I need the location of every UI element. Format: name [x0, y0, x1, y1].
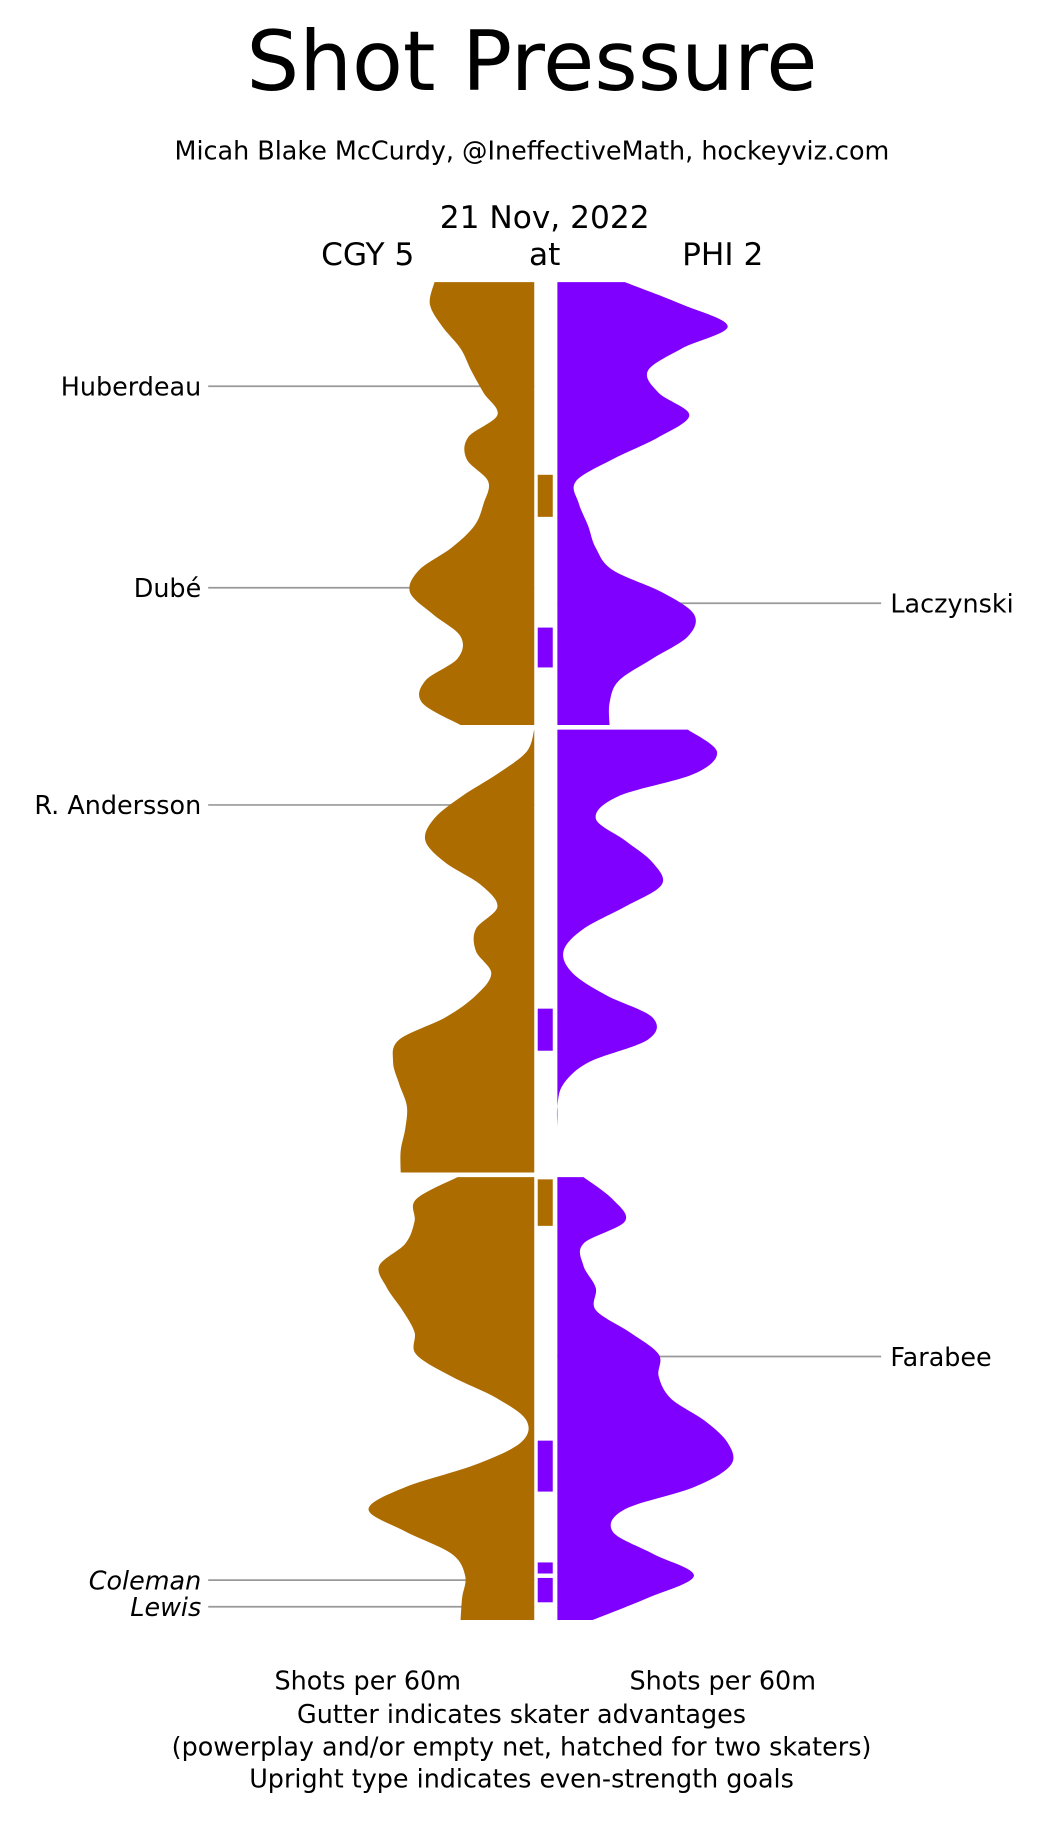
lines-layer	[208, 385, 882, 1608]
gutter-bar	[537, 1562, 553, 1574]
pressure-area	[368, 1177, 535, 1621]
labels-layer: Huberdeau Dubé Laczynski R. Andersson Farabe…	[34, 371, 1013, 1622]
gutter-bar	[537, 1179, 553, 1226]
areas-layer	[368, 282, 734, 1621]
home-team: PHI 2	[682, 237, 763, 273]
away-team: CGY 5	[321, 237, 414, 273]
at-label: at	[529, 237, 560, 273]
goal-label: Farabee	[890, 1342, 991, 1372]
gutter-bar	[537, 1008, 553, 1051]
chart-title: Shot Pressure	[246, 13, 817, 110]
bars-layer	[537, 474, 553, 1603]
gutter-bar	[537, 474, 553, 517]
x-axis-label: Shots per 60m	[629, 1665, 816, 1695]
pressure-area	[557, 282, 728, 726]
pressure-area	[556, 729, 718, 1173]
note: Gutter indicates skater advantages	[297, 1699, 746, 1729]
goal-label: Lewis	[130, 1592, 201, 1622]
gutter-bar	[537, 1440, 553, 1492]
pressure-area	[409, 282, 535, 726]
goal-label: R. Andersson	[34, 790, 201, 820]
gutter-bar	[537, 1577, 553, 1603]
note: (powerplay and/or empty net, hatched for…	[172, 1731, 872, 1761]
gutter-bar	[537, 627, 553, 668]
date: 21 Nov, 2022	[440, 200, 650, 236]
goal-label: Coleman	[89, 1565, 201, 1595]
pressure-area	[392, 729, 535, 1173]
subtitle: Micah Blake McCurdy, @IneffectiveMath, h…	[175, 136, 890, 166]
pressure-area	[557, 1177, 734, 1621]
goal-label: Laczynski	[890, 588, 1013, 618]
x-axis-label: Shots per 60m	[274, 1665, 461, 1695]
note: Upright type indicates even-strength goa…	[249, 1764, 794, 1794]
goal-label: Huberdeau	[61, 371, 201, 401]
goal-label: Dubé	[134, 573, 201, 603]
